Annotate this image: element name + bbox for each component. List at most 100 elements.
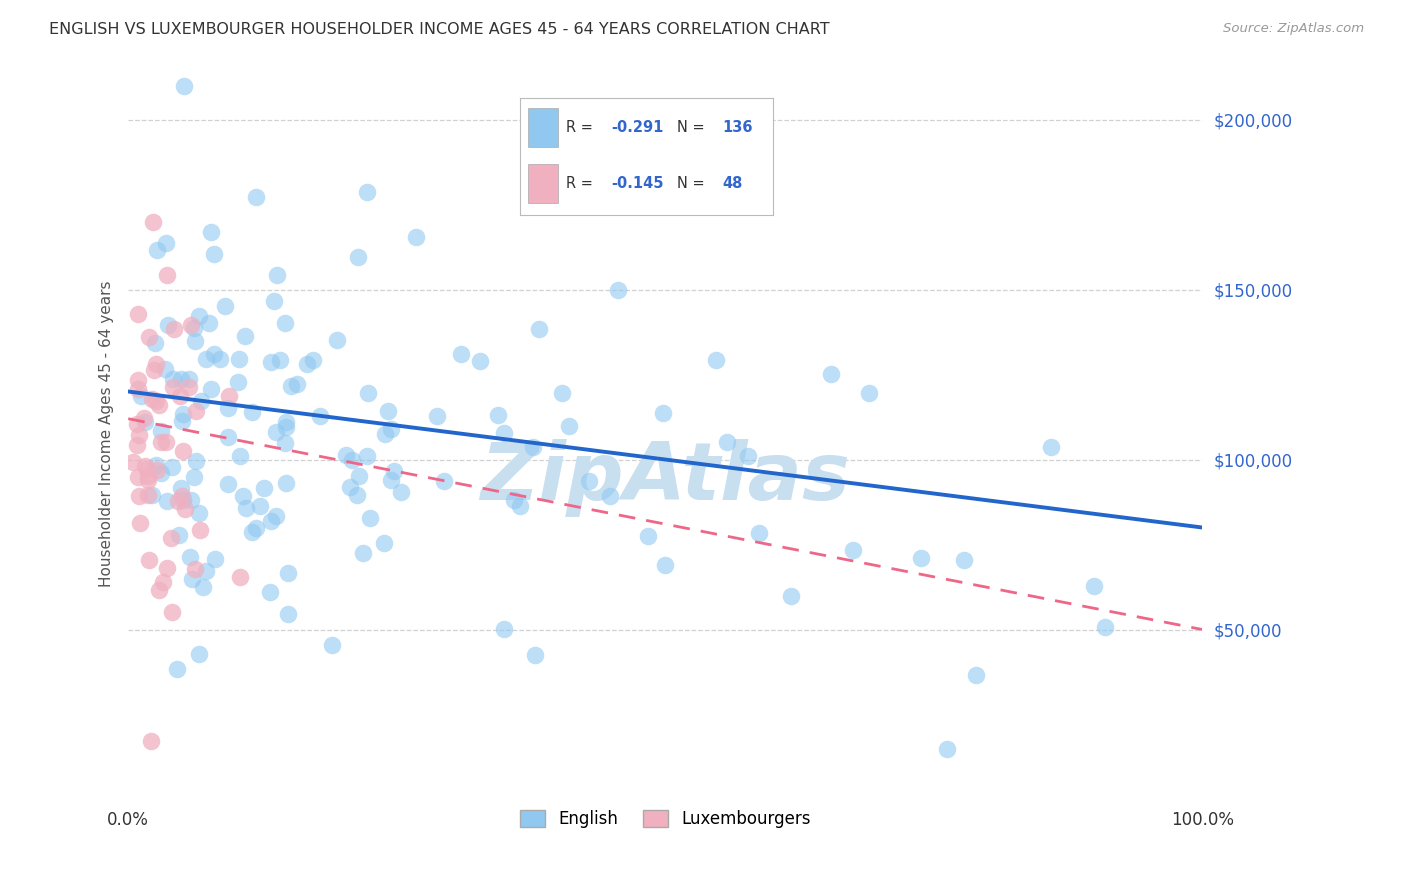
Point xyxy=(173,501,195,516)
Point xyxy=(146,463,169,477)
Point xyxy=(152,574,174,589)
Point xyxy=(191,580,214,594)
Point xyxy=(263,293,285,308)
Point xyxy=(214,299,236,313)
Point xyxy=(347,469,370,483)
Point xyxy=(200,225,222,239)
Point xyxy=(433,474,456,488)
Point xyxy=(172,444,194,458)
Point xyxy=(309,409,332,423)
Point xyxy=(936,742,959,756)
Point xyxy=(150,424,173,438)
Point xyxy=(181,572,204,586)
Point xyxy=(274,436,297,450)
Point xyxy=(509,499,531,513)
Point xyxy=(245,190,267,204)
Point xyxy=(141,488,163,502)
Point xyxy=(127,470,149,484)
Point xyxy=(217,477,239,491)
Point xyxy=(1039,440,1062,454)
Point xyxy=(529,322,551,336)
Y-axis label: Householder Income Ages 45 - 64 years: Householder Income Ages 45 - 64 years xyxy=(100,281,114,587)
Point xyxy=(194,565,217,579)
Point xyxy=(356,449,378,463)
Point xyxy=(173,78,195,93)
Point xyxy=(274,316,297,330)
Point xyxy=(389,485,412,500)
Point xyxy=(450,346,472,360)
Point xyxy=(280,379,302,393)
Point xyxy=(179,372,201,386)
Point xyxy=(276,475,298,490)
Point xyxy=(136,468,159,483)
Point xyxy=(183,321,205,335)
Point xyxy=(190,394,212,409)
Point xyxy=(335,449,357,463)
Point xyxy=(654,558,676,572)
Point xyxy=(127,374,149,388)
Point xyxy=(198,316,221,330)
Point xyxy=(737,449,759,463)
Point xyxy=(522,440,544,454)
Point xyxy=(150,435,173,450)
Point xyxy=(170,481,193,495)
Point xyxy=(143,336,166,351)
Point xyxy=(172,493,194,508)
Point xyxy=(183,470,205,484)
Point xyxy=(156,318,179,332)
Point xyxy=(285,376,308,391)
Point xyxy=(858,386,880,401)
Point xyxy=(143,363,166,377)
Point xyxy=(163,322,186,336)
Point xyxy=(187,309,209,323)
Point xyxy=(377,404,399,418)
Point xyxy=(134,458,156,473)
Point xyxy=(342,453,364,467)
Point xyxy=(153,362,176,376)
Point xyxy=(269,352,291,367)
Point xyxy=(326,333,349,347)
Point xyxy=(149,466,172,480)
Point xyxy=(259,585,281,599)
Point xyxy=(218,389,240,403)
Text: ZipAtlas: ZipAtlas xyxy=(481,439,851,516)
Point xyxy=(156,561,179,575)
Point xyxy=(167,494,190,508)
Point xyxy=(200,383,222,397)
Point xyxy=(359,511,381,525)
Point xyxy=(356,185,378,199)
Point xyxy=(155,235,177,250)
Point xyxy=(405,229,427,244)
Point xyxy=(141,734,163,748)
Point xyxy=(425,409,447,423)
Point xyxy=(242,524,264,539)
Point xyxy=(136,462,159,476)
Point xyxy=(820,367,842,381)
Point xyxy=(232,489,254,503)
Point xyxy=(145,458,167,472)
Point xyxy=(217,430,239,444)
Point xyxy=(704,353,727,368)
Point xyxy=(180,318,202,333)
Point xyxy=(260,355,283,369)
Point xyxy=(179,549,201,564)
Point xyxy=(141,392,163,406)
Point xyxy=(162,372,184,386)
Point xyxy=(129,516,152,531)
Point xyxy=(380,422,402,436)
Point xyxy=(524,648,547,663)
Point xyxy=(228,569,250,583)
Point xyxy=(557,419,579,434)
Point xyxy=(138,553,160,567)
Text: Source: ZipAtlas.com: Source: ZipAtlas.com xyxy=(1223,22,1364,36)
Point xyxy=(1094,620,1116,634)
Point xyxy=(142,215,165,229)
Point xyxy=(277,566,299,580)
Point xyxy=(380,473,402,487)
Point xyxy=(166,662,188,676)
Point xyxy=(716,434,738,449)
Point xyxy=(276,416,298,430)
Point xyxy=(136,488,159,502)
Point xyxy=(136,473,159,487)
Point xyxy=(503,492,526,507)
